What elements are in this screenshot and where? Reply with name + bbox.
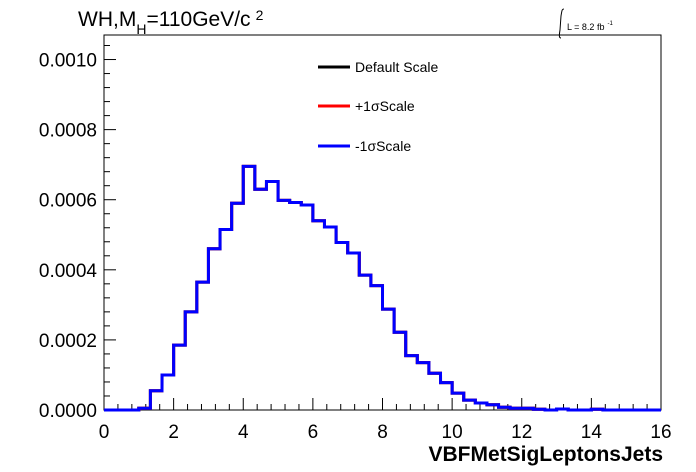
x-tick-label: 2	[168, 422, 179, 443]
title-superscript: 2	[256, 7, 264, 23]
luminosity-superscript: -1	[607, 21, 613, 27]
x-axis: 0 2 4 6 8 10 12 14 16	[99, 398, 672, 443]
x-tick-label: 12	[511, 422, 532, 443]
integral-sign-icon	[558, 8, 565, 39]
x-tick-label: 14	[581, 422, 603, 443]
y-tick-label: 0.0002	[39, 331, 97, 352]
plot-frame	[103, 34, 662, 411]
y-tick-label: 0.0006	[39, 191, 97, 212]
luminosity-text: L = 8.2 fb	[567, 22, 604, 32]
x-tick-label: 10	[442, 422, 463, 443]
title-main-text: WH,M	[78, 8, 136, 31]
legend: Default Scale +1σScale -1σScale	[318, 59, 438, 154]
x-tick-label: 16	[650, 422, 671, 443]
title-rest: =110GeV/c	[146, 8, 250, 31]
x-tick-label: 0	[99, 422, 110, 443]
x-tick-label: 4	[238, 422, 249, 443]
legend-label-default: Default Scale	[355, 59, 438, 75]
x-axis-title: VBFMetSigLeptonsJets	[428, 443, 663, 466]
legend-entry-plus1sigma: +1σScale	[318, 98, 415, 114]
y-tick-label: 0.0010	[39, 51, 97, 72]
y-axis: 0.0000 0.0002 0.0004 0.0006 0.0008 0.0010	[39, 45, 116, 422]
x-tick-label: 8	[377, 422, 388, 443]
svg-text:L = 8.2 fb-1: L = 8.2 fb -1	[567, 21, 613, 32]
legend-entry-minus1sigma: -1σScale	[318, 138, 411, 154]
chart-title: WH,MH=110GeV/c 2	[78, 7, 264, 37]
legend-label-minus1sigma: -1σScale	[355, 138, 411, 154]
luminosity-label: L = 8.2 fb -1	[558, 8, 613, 39]
series-layer	[104, 164, 661, 412]
y-tick-label: 0.0004	[39, 261, 98, 282]
x-tick-label: 6	[308, 422, 319, 443]
title-subscript: H	[136, 21, 146, 37]
y-tick-label: 0.0008	[39, 121, 97, 142]
legend-label-plus1sigma: +1σScale	[355, 98, 415, 114]
y-tick-label: 0.0000	[39, 401, 97, 422]
series-line-minus1sigma	[104, 164, 661, 412]
legend-entry-default: Default Scale	[318, 59, 438, 75]
